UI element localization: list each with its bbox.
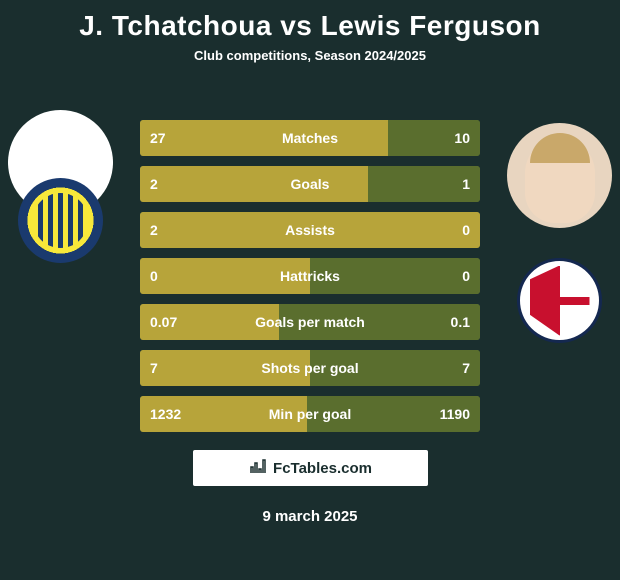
stat-value-right: 0.1 [451, 314, 470, 330]
stat-label: Assists [140, 222, 480, 238]
stat-row: 2Goals1 [140, 166, 480, 202]
stat-row: 0Hattricks0 [140, 258, 480, 294]
stat-row: 2Assists0 [140, 212, 480, 248]
page-subtitle: Club competitions, Season 2024/2025 [0, 48, 620, 63]
stat-label: Hattricks [140, 268, 480, 284]
stat-label: Matches [140, 130, 480, 146]
stat-value-right: 10 [454, 130, 470, 146]
stat-label: Goals [140, 176, 480, 192]
page-title: J. Tchatchoua vs Lewis Ferguson [0, 0, 620, 42]
stat-row: 27Matches10 [140, 120, 480, 156]
stat-value-right: 0 [462, 222, 470, 238]
bologna-crest [530, 266, 590, 336]
stat-label: Shots per goal [140, 360, 480, 376]
stat-value-right: 7 [462, 360, 470, 376]
stats-table: 27Matches102Goals12Assists00Hattricks00.… [140, 120, 480, 442]
player-photo-right [507, 123, 612, 228]
stat-value-right: 1190 [440, 406, 470, 422]
stat-label: Min per goal [140, 406, 480, 422]
date-label: 9 march 2025 [0, 508, 620, 525]
stat-label: Goals per match [140, 314, 480, 330]
stat-value-right: 0 [462, 268, 470, 284]
club-badge-right [517, 258, 602, 343]
site-logo[interactable]: FcTables.com [193, 450, 428, 486]
site-logo-text: FcTables.com [273, 460, 372, 477]
stat-row: 7Shots per goal7 [140, 350, 480, 386]
stat-row: 0.07Goals per match0.1 [140, 304, 480, 340]
club-badge-left [18, 178, 103, 263]
hellas-verona-crest [33, 193, 88, 248]
stat-row: 1232Min per goal1190 [140, 396, 480, 432]
stat-value-right: 1 [462, 176, 470, 192]
chart-icon [249, 457, 267, 480]
